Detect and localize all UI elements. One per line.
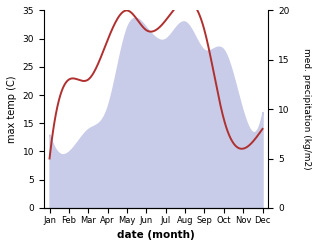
Y-axis label: max temp (C): max temp (C) <box>7 75 17 143</box>
X-axis label: date (month): date (month) <box>117 230 195 240</box>
Y-axis label: med. precipitation (kg/m2): med. precipitation (kg/m2) <box>302 48 311 170</box>
